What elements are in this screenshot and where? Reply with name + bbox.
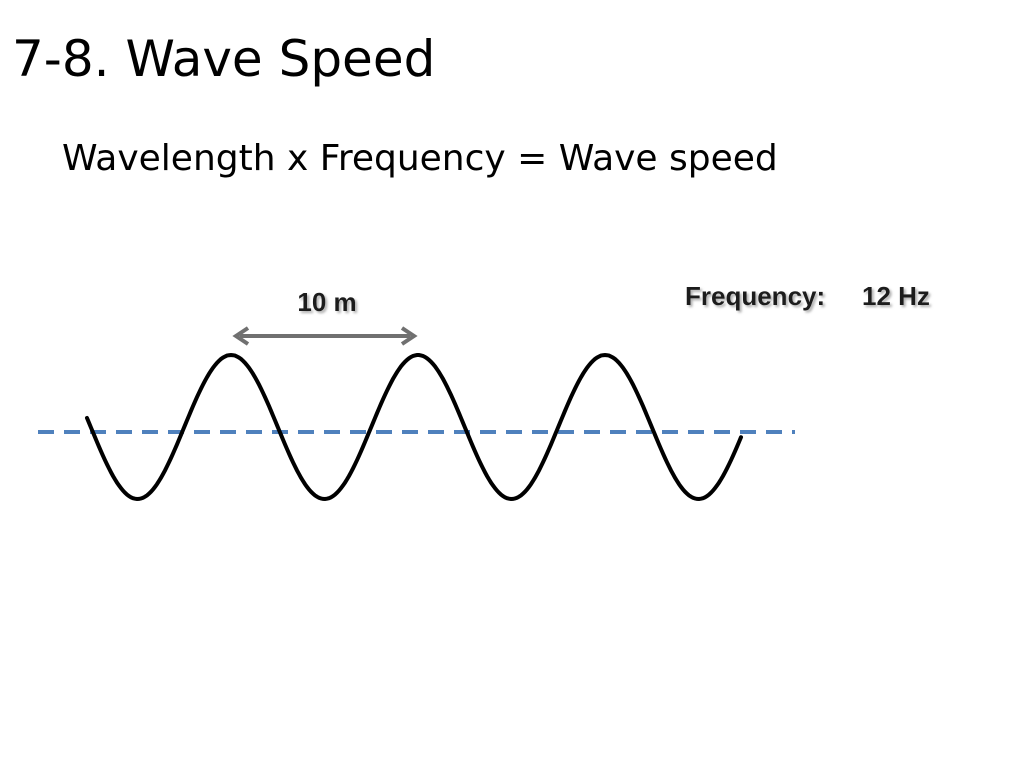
wave-curve [85, 352, 743, 502]
frequency-value: 12 Hz [862, 281, 930, 311]
wavelength-label: 10 m [297, 287, 356, 317]
frequency-label: Frequency: [685, 281, 825, 311]
wavelength-arrow [232, 326, 418, 346]
wave-speed-formula: Wavelength x Frequency = Wave speed [62, 138, 778, 179]
slide-title: 7-8. Wave Speed [12, 30, 436, 88]
